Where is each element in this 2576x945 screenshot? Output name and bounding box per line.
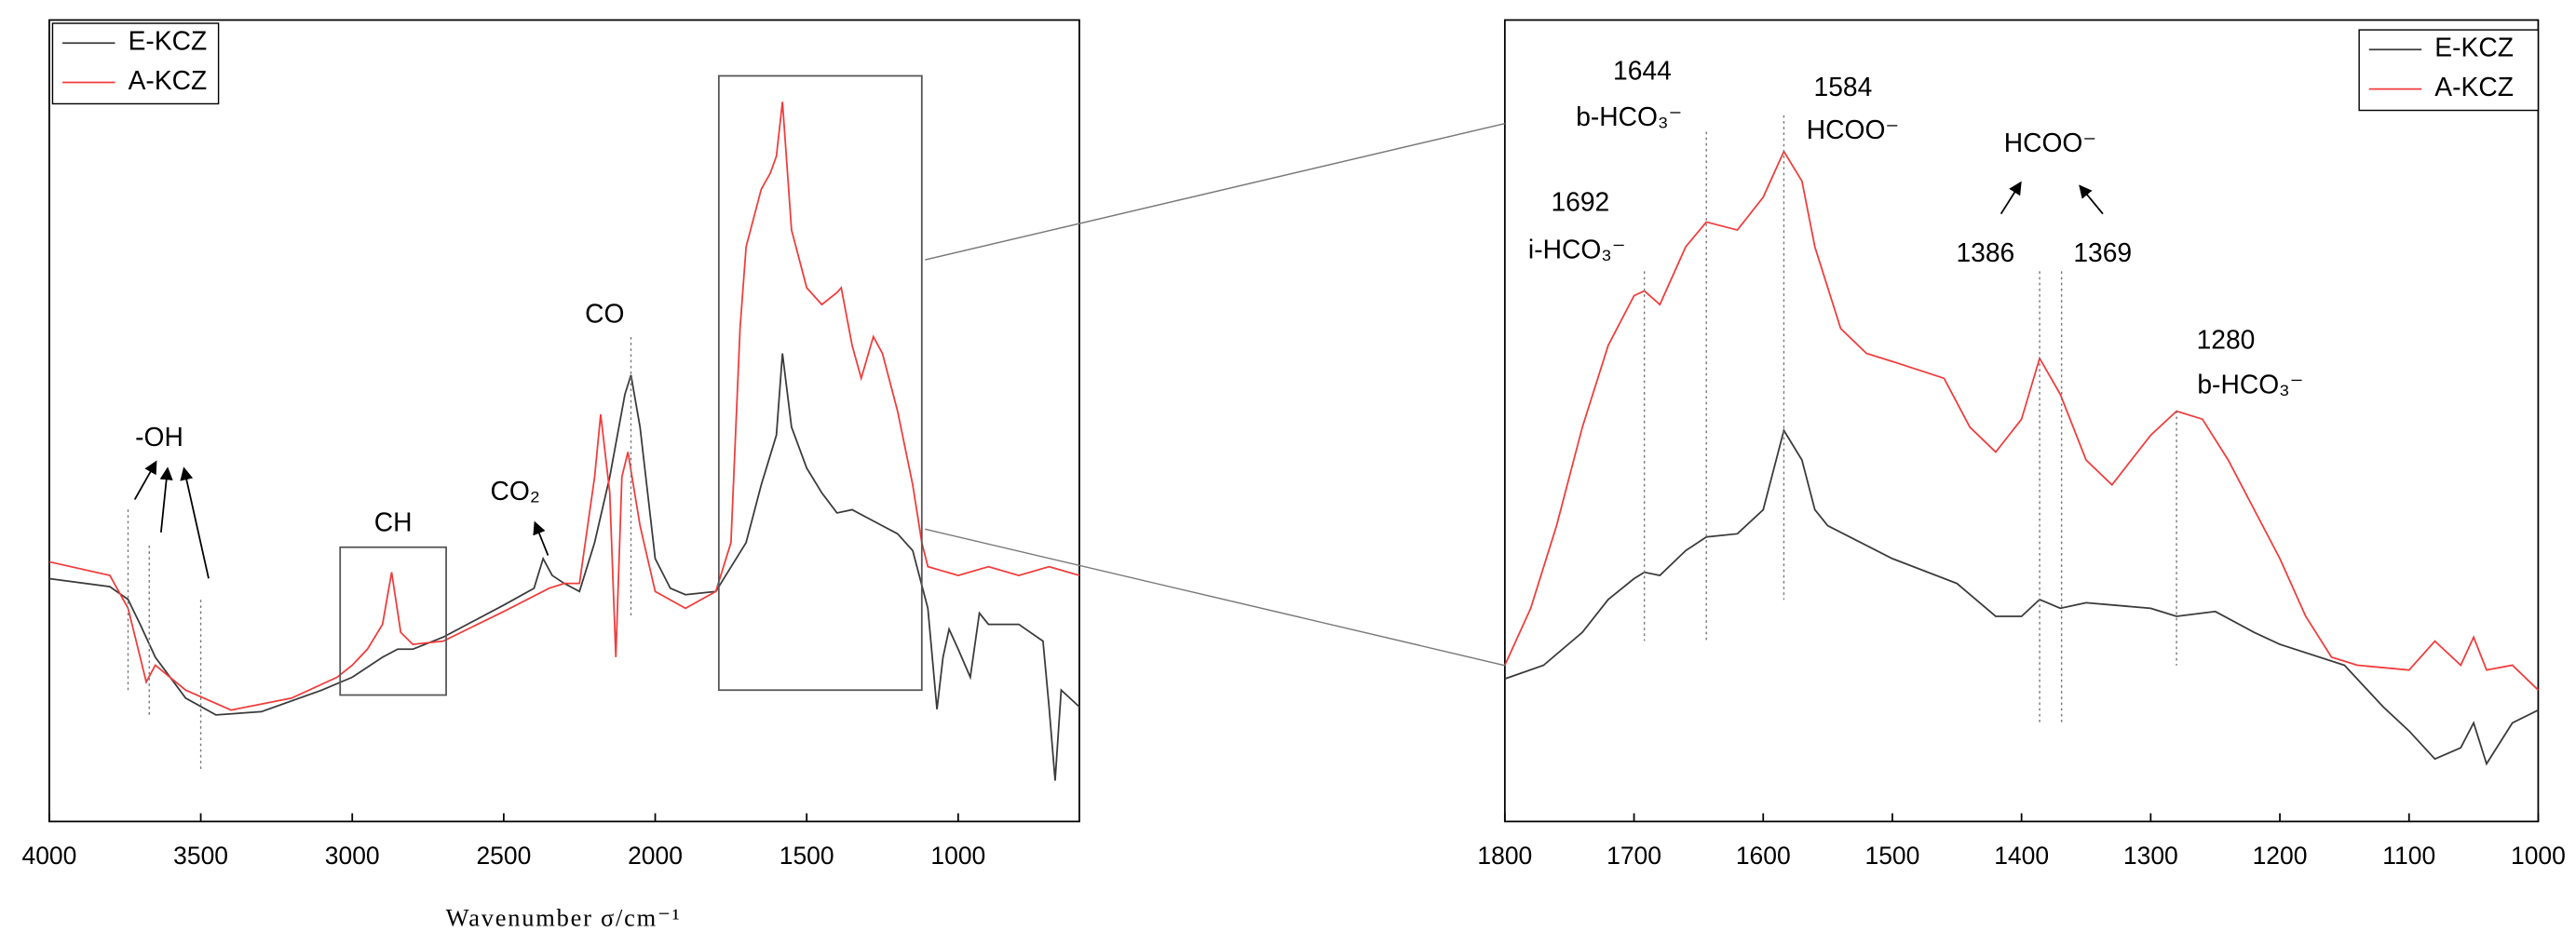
x-tick-label: 3000 bbox=[325, 842, 380, 870]
peak-label: CO₂ bbox=[491, 476, 540, 506]
arrow bbox=[2000, 181, 2022, 215]
legend-label: E-KCZ bbox=[2434, 33, 2514, 62]
peak-number: 1369 bbox=[2073, 237, 2132, 267]
arrow bbox=[133, 460, 157, 501]
arrow bbox=[533, 520, 549, 556]
peak-label: HCOO⁻ bbox=[2004, 128, 2097, 157]
x-tick-label: 1000 bbox=[2511, 842, 2566, 870]
peak-number: 1386 bbox=[1956, 237, 2014, 267]
x-tick-label: 1200 bbox=[2253, 842, 2308, 870]
peak-label: b-HCO₃⁻ bbox=[2197, 369, 2303, 398]
x-tick-label: 1500 bbox=[780, 842, 834, 870]
x-tick-label: 1400 bbox=[1994, 842, 2049, 870]
arrow bbox=[2079, 184, 2104, 215]
legend-label: A-KCZ bbox=[2434, 72, 2514, 101]
x-tick-label: 1100 bbox=[2382, 842, 2435, 870]
peak-label: i-HCO₃⁻ bbox=[1528, 235, 1626, 264]
x-tick-label: 1300 bbox=[2123, 842, 2178, 870]
peak-number: 1584 bbox=[1814, 72, 1873, 101]
legend-label: E-KCZ bbox=[129, 26, 208, 56]
x-tick-label: 3500 bbox=[173, 842, 228, 870]
peak-label: b-HCO₃⁻ bbox=[1576, 101, 1682, 131]
plot-frame bbox=[48, 19, 1080, 823]
x-tick-label: 1000 bbox=[930, 842, 985, 870]
legend-box bbox=[2358, 29, 2540, 112]
peak-label: CO bbox=[585, 298, 624, 328]
spectrum-line bbox=[1504, 149, 2540, 691]
region-label: CH bbox=[374, 507, 413, 537]
peak-number: 1692 bbox=[1551, 187, 1609, 217]
zoom-connector bbox=[925, 528, 1506, 667]
arrow bbox=[180, 466, 210, 579]
peak-number: 1280 bbox=[2197, 325, 2256, 355]
spectrum-line bbox=[48, 101, 1080, 711]
arrow bbox=[159, 466, 173, 533]
x-tick-label: 1700 bbox=[1607, 842, 1661, 870]
peak-label: HCOO⁻ bbox=[1807, 115, 1900, 144]
x-tick-label: 1500 bbox=[1865, 842, 1920, 870]
x-tick-label: 4000 bbox=[21, 842, 76, 870]
x-tick-label: 2500 bbox=[476, 842, 531, 870]
region-box bbox=[339, 546, 447, 696]
legend-label: A-KCZ bbox=[129, 65, 208, 95]
spectrum-line bbox=[48, 353, 1080, 781]
legend-box bbox=[51, 22, 220, 105]
x-axis-label: Wavenumber σ/cm⁻¹ bbox=[446, 903, 682, 931]
spectrum-line bbox=[1504, 428, 2539, 766]
x-tick-label: 1600 bbox=[1736, 842, 1791, 870]
x-tick-label: 2000 bbox=[628, 842, 683, 870]
peak-number: 1644 bbox=[1613, 55, 1672, 85]
peak-label: -OH bbox=[135, 422, 183, 452]
x-tick-label: 1800 bbox=[1477, 842, 1532, 870]
zoom-connector bbox=[925, 122, 1506, 261]
region-box bbox=[717, 74, 923, 692]
